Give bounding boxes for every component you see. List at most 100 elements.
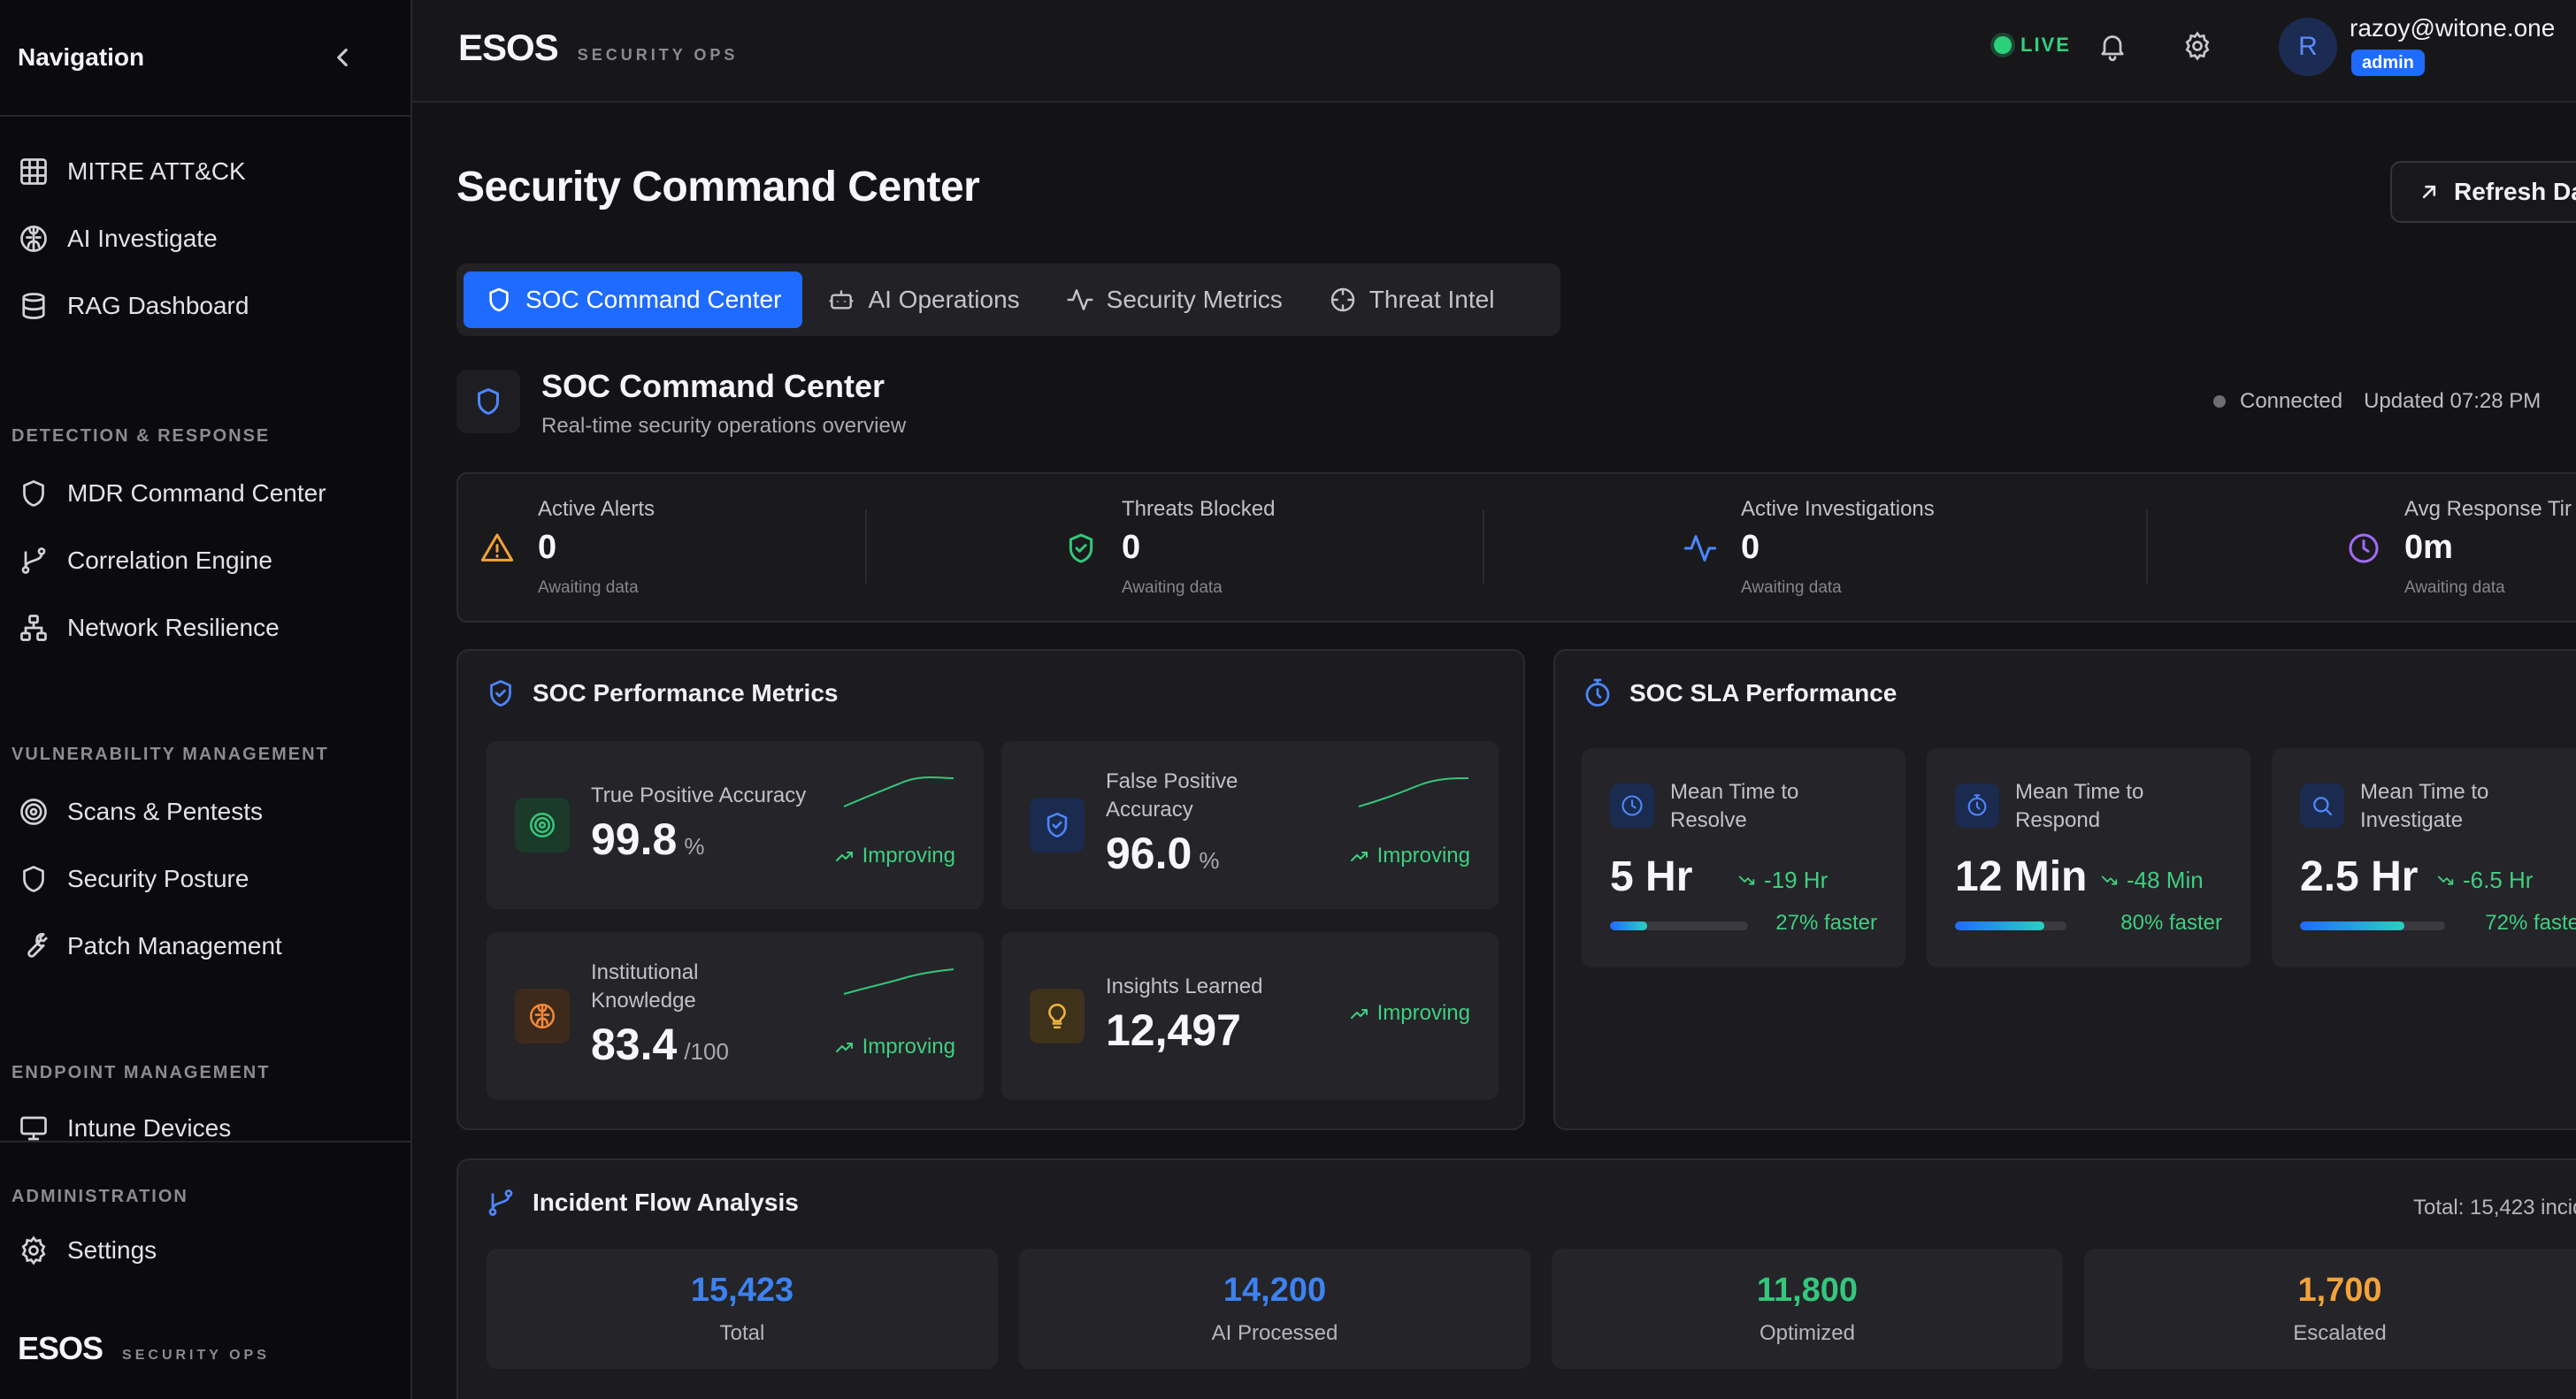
sidebar-item-label: Correlation Engine — [67, 547, 272, 574]
section-title-endpoint: ENDPOINT MANAGEMENT — [12, 1063, 271, 1082]
gear-icon[interactable] — [2181, 30, 2213, 62]
tab-bar: SOC Command Center AI Operations Securit… — [456, 264, 1560, 336]
sidebar-item-intune-devices[interactable]: Intune Devices — [18, 1102, 389, 1141]
metric-card-false-positive[interactable]: False Positive Accuracy 96.0% Improving — [1001, 741, 1499, 909]
sla-value: 5 Hr — [1610, 853, 1693, 900]
sidebar-item-label: Settings — [67, 1236, 157, 1264]
metric-card-insights-learned[interactable]: Insights Learned 12,497 Improving — [1001, 932, 1499, 1100]
tab-label: SOC Command Center — [525, 286, 782, 313]
sidebar-title: Navigation — [18, 43, 145, 71]
sla-value: 12 Min — [1955, 853, 2088, 900]
sidebar-item-rag-dashboard[interactable]: RAG Dashboard — [18, 279, 389, 333]
tab-ai-operations[interactable]: AI Operations — [806, 271, 1040, 328]
connection-status: Connected Updated 07:28 PM — [2213, 389, 2541, 414]
sla-value: 2.5 Hr — [2300, 853, 2419, 900]
sidebar-item-scans-pentests[interactable]: Scans & Pentests — [18, 785, 389, 838]
arrow-up-right-icon — [2417, 180, 2442, 204]
robot-icon — [827, 286, 855, 314]
user-email[interactable]: razoy@witone.one — [2350, 14, 2556, 42]
kpi-label: Active Investigations — [1741, 497, 1935, 521]
sidebar-item-label: Patch Management — [67, 932, 282, 959]
sidebar-scroll[interactable]: MITRE ATT&CK AI Investigate RAG Dashboar… — [0, 118, 410, 1141]
tab-label: Security Metrics — [1106, 286, 1283, 313]
sla-faster: 27% faster — [1775, 911, 1877, 935]
soc-header: SOC Command Center Real-time security op… — [456, 368, 2576, 456]
tab-label: AI Operations — [868, 286, 1020, 313]
sidebar-item-ai-investigate[interactable]: AI Investigate — [18, 212, 389, 265]
sidebar-item-settings[interactable]: Settings — [18, 1224, 389, 1277]
topbar-brand[interactable]: ESOS SECURITY OPS — [458, 27, 738, 69]
shield-icon — [18, 478, 50, 509]
brain-icon — [18, 223, 50, 255]
sla-delta: -19 Hr — [1737, 867, 1828, 894]
kpi-strip: Active Alerts 0 Awaiting data Threats Bl… — [456, 472, 2576, 623]
metric-value: 83.4/100 — [591, 1020, 729, 1069]
trend-label: Improving — [1376, 1001, 1470, 1025]
stopwatch-icon — [1582, 677, 1614, 709]
kpi-value: 0 — [538, 529, 557, 566]
sparkline-chart — [843, 968, 954, 995]
flow-card-total[interactable]: 15,423 Total — [487, 1249, 998, 1369]
metric-label: Insights Learned — [1106, 975, 1263, 998]
metric-card-institutional-knowledge[interactable]: Institutional Knowledge 83.4/100 Improvi… — [487, 932, 984, 1100]
page-title: Security Command Center — [456, 164, 980, 210]
sla-progress-fill — [1610, 921, 1648, 930]
sidebar-item-label: MITRE ATT&CK — [67, 157, 246, 185]
trending-up-icon — [835, 1043, 853, 1052]
search-icon — [2300, 784, 2344, 828]
sidebar-item-label: Scans & Pentests — [67, 798, 264, 825]
metric-card-true-positive[interactable]: True Positive Accuracy 99.8% Improving — [487, 741, 984, 909]
sla-panel: SOC SLA Performance Mean Time to Resolve… — [1553, 649, 2576, 1130]
trending-up-icon — [1350, 852, 1368, 861]
chevron-left-icon[interactable] — [327, 42, 357, 73]
trend-label: Improving — [862, 844, 955, 868]
section-title-administration: ADMINISTRATION — [12, 1187, 188, 1206]
trending-down-icon — [2437, 875, 2454, 885]
sla-faster: 72% faster — [2485, 911, 2576, 935]
sla-progress-fill — [1955, 921, 2044, 930]
kpi-value: 0m — [2404, 529, 2453, 566]
sla-progress-bar — [1610, 921, 1748, 930]
shield-icon — [485, 286, 513, 314]
kpi-value: 0 — [1741, 529, 1760, 566]
sidebar-item-network-resilience[interactable]: Network Resilience — [18, 601, 389, 654]
warning-icon — [479, 531, 515, 566]
flow-card-optimized[interactable]: 11,800 Optimized — [1552, 1249, 2063, 1369]
sidebar-item-security-posture[interactable]: Security Posture — [18, 852, 389, 906]
brand-name: ESOS — [458, 27, 559, 68]
flow-card-escalated[interactable]: 1,700 Escalated — [2084, 1249, 2576, 1369]
sparkline-chart — [1358, 777, 1469, 807]
main-content[interactable]: Security Command Center Refresh Da SOC C… — [412, 104, 2576, 1399]
metric-value: 99.8% — [591, 814, 705, 864]
sla-card-respond[interactable]: Mean Time to Respond 12 Min -48 Min 80% … — [1927, 748, 2250, 967]
sidebar-item-correlation-engine[interactable]: Correlation Engine — [18, 534, 389, 587]
sidebar-item-label: MDR Command Center — [67, 479, 326, 507]
sidebar-brand: ESOS SECURITY OPS — [18, 1330, 270, 1367]
sidebar-bottom: ADMINISTRATION Settings ESOS SECURITY OP… — [0, 1141, 410, 1399]
kpi-note: Awaiting data — [538, 578, 639, 597]
shield-icon — [18, 863, 50, 895]
flow-card-ai-processed[interactable]: 14,200 AI Processed — [1019, 1249, 1530, 1369]
monitor-icon — [18, 1112, 50, 1141]
sparkline-chart — [843, 776, 954, 807]
sidebar-header: Navigation — [0, 0, 410, 117]
live-dot — [1994, 36, 2012, 54]
tab-soc-command-center[interactable]: SOC Command Center — [464, 271, 803, 328]
bell-icon[interactable] — [2097, 30, 2128, 62]
sidebar-item-mitre[interactable]: MITRE ATT&CK — [18, 145, 389, 198]
status-dot — [2213, 395, 2226, 408]
sla-card-investigate[interactable]: Mean Time to Investigate 2.5 Hr -6.5 Hr … — [2272, 748, 2576, 967]
sla-progress-bar — [2300, 921, 2445, 930]
avatar[interactable]: R — [2279, 18, 2337, 76]
tab-label: Threat Intel — [1368, 286, 1495, 313]
trending-down-icon — [1738, 875, 1755, 885]
sla-card-resolve[interactable]: Mean Time to Resolve 5 Hr -19 Hr 27% fas… — [1582, 748, 1905, 967]
sidebar-item-patch-management[interactable]: Patch Management — [18, 920, 389, 973]
tab-security-metrics[interactable]: Security Metrics — [1045, 271, 1304, 328]
refresh-button[interactable]: Refresh Da — [2390, 161, 2576, 223]
sidebar-item-label: Intune Devices — [67, 1114, 232, 1141]
sidebar: Navigation MITRE ATT&CK AI Investigate R… — [0, 0, 412, 1399]
tab-threat-intel[interactable]: Threat Intel — [1307, 271, 1516, 328]
sidebar-item-mdr-command-center[interactable]: MDR Command Center — [18, 467, 389, 520]
